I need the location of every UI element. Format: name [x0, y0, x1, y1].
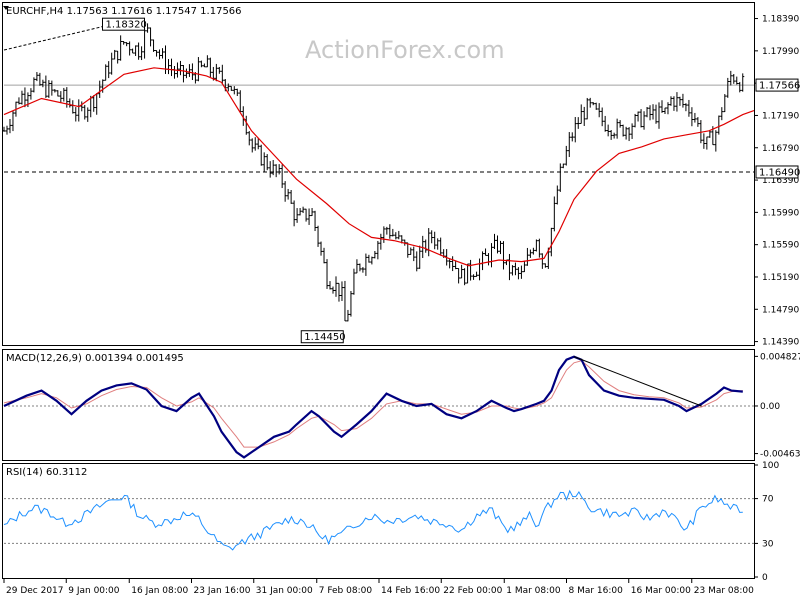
- annotation-label: 1.18320: [106, 20, 147, 31]
- macd-trendline: [573, 356, 702, 407]
- macd-title: MACD(12,26,9) 0.001394 0.001495: [6, 353, 184, 364]
- price-y-tick-label: 1.18390: [762, 15, 799, 25]
- x-tick-label: 9 Jan 00:00: [68, 586, 120, 596]
- macd-line: [3, 355, 743, 459]
- macd-y-tick-label: -0.004632: [760, 450, 800, 460]
- current-price-label: 1.17566: [759, 81, 800, 92]
- x-tick-label: 8 Mar 16:00: [569, 586, 624, 596]
- price-y-tick-label: 1.15990: [762, 208, 799, 218]
- x-axis-ticks: 29 Dec 2017 9 Jan 00:00 16 Jan 08:00 23 Jan…: [3, 578, 754, 596]
- support-level-label: 1.16490: [759, 167, 800, 178]
- annotation-box: [102, 17, 145, 31]
- annotation-box: [300, 330, 344, 344]
- support-level-box: [755, 165, 799, 179]
- current-price-box: [755, 78, 799, 92]
- price-y-tick-label: 1.14390: [762, 338, 799, 348]
- x-tick-label: 23 Jan 16:00: [194, 586, 251, 596]
- x-tick-label: 1 Mar 08:00: [506, 586, 561, 596]
- x-tick-label: 7 Feb 08:00: [319, 586, 373, 596]
- x-tick-label: 16 Mar 00:00: [631, 586, 691, 596]
- price-title: EURCHF,H4 1.17563 1.17616 1.17547 1.1756…: [6, 6, 242, 17]
- price-y-tick-label: 1.14790: [762, 305, 799, 315]
- x-tick-label: 29 Dec 2017: [6, 586, 64, 596]
- x-tick-label: 16 Jan 08:00: [131, 586, 188, 596]
- price-panel: [2, 2, 755, 346]
- x-tick-label: 22 Feb 00:00: [443, 586, 502, 596]
- x-tick-label: 23 Mar 08:00: [694, 586, 754, 596]
- macd-y-tick-label: 0.00: [760, 402, 780, 412]
- rsi-y-tick-label: 100: [762, 461, 779, 471]
- rsi-panel: [2, 463, 755, 579]
- price-labels: 1.17566 1.16490 1.18320 1.14450: [102, 17, 800, 344]
- macd-panel: [2, 349, 755, 461]
- rsi-line: [3, 489, 743, 551]
- rsi-title: RSI(14) 60.3112: [6, 467, 87, 478]
- price-y-ticks: 1.183901.179901.175901.171901.167901.163…: [754, 15, 799, 348]
- price-y-tick-label: 1.17190: [762, 111, 799, 121]
- price-y-tick-label: 1.16790: [762, 144, 799, 154]
- price-y-tick-label: 1.17990: [762, 47, 799, 57]
- rsi-level-lines: [4, 498, 754, 544]
- title-dropdown-icon[interactable]: [3, 6, 9, 10]
- moving-average-line: [3, 67, 755, 267]
- price-y-tick-label: 1.16390: [762, 176, 799, 186]
- price-y-tick-label: 1.15190: [762, 273, 799, 283]
- price-bars: [2, 23, 745, 322]
- rsi-y-tick-label: 0: [762, 573, 768, 583]
- macd-y-ticks: 0.004827 0.00 -0.004632: [754, 352, 800, 460]
- x-tick-label: 31 Jan 00:00: [256, 586, 313, 596]
- annotation-label: 1.14450: [304, 332, 345, 343]
- rsi-y-tick-label: 70: [762, 495, 774, 505]
- x-tick-label: 14 Feb 16:00: [381, 586, 440, 596]
- rsi-y-ticks: 100 70 30 0: [754, 461, 779, 583]
- price-y-tick-label: 1.15590: [762, 241, 799, 251]
- macd-y-tick-label: 0.004827: [760, 352, 800, 362]
- watermark: ActionForex.com: [305, 36, 505, 64]
- rsi-y-tick-label: 30: [762, 539, 774, 549]
- price-reference-lines: [3, 23, 754, 173]
- high-trendline: [3, 23, 113, 51]
